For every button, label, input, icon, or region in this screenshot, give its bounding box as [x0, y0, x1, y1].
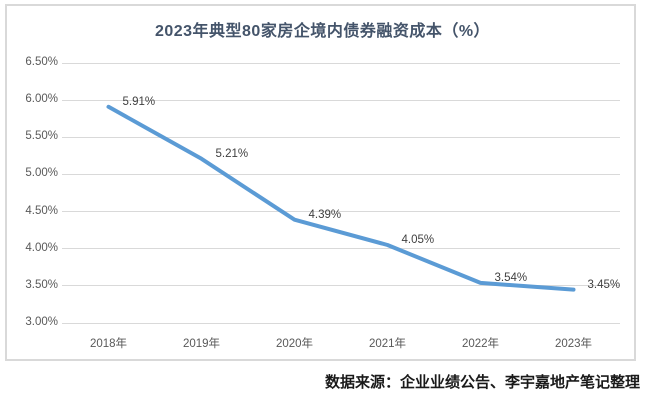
x-axis-tick-label: 2021年	[368, 338, 407, 350]
data-point-label: 5.21%	[215, 147, 249, 160]
data-source-note: 数据来源：企业业绩公告、李宇嘉地产笔记整理	[324, 374, 640, 391]
x-axis-tick-label: 2020年	[275, 338, 314, 350]
gridline	[62, 248, 620, 250]
y-axis-tick-label: 5.00%	[25, 167, 58, 180]
chart-frame	[5, 4, 636, 361]
y-axis-tick-label: 3.00%	[25, 316, 58, 328]
data-point-label: 4.39%	[308, 208, 342, 221]
gridline	[62, 285, 620, 287]
data-point-label: 4.05%	[401, 234, 435, 246]
y-axis-tick-label: 6.00%	[25, 93, 58, 106]
x-axis-tick-label: 2019年	[182, 338, 221, 350]
y-axis-tick-label: 5.50%	[25, 130, 58, 143]
gridline	[62, 322, 620, 324]
data-point-label: 3.54%	[494, 271, 528, 284]
gridline	[62, 99, 620, 101]
x-axis-tick-label: 2018年	[89, 338, 128, 350]
y-axis-tick-label: 4.50%	[25, 204, 58, 217]
gridline	[62, 173, 620, 175]
y-axis-tick-label: 6.50%	[25, 56, 58, 68]
x-axis-tick-label: 2022年	[461, 338, 500, 350]
data-point-label: 5.91%	[122, 95, 156, 108]
chart-title: 2023年典型80家房企境内债券融资成本（%）	[154, 23, 491, 40]
data-point-label: 3.45%	[587, 278, 621, 291]
y-axis-tick-label: 3.50%	[25, 278, 58, 291]
y-axis-tick-label: 4.00%	[25, 241, 58, 254]
gridline	[62, 62, 620, 64]
gridline	[62, 136, 620, 138]
x-axis-tick-label: 2023年	[554, 338, 593, 350]
